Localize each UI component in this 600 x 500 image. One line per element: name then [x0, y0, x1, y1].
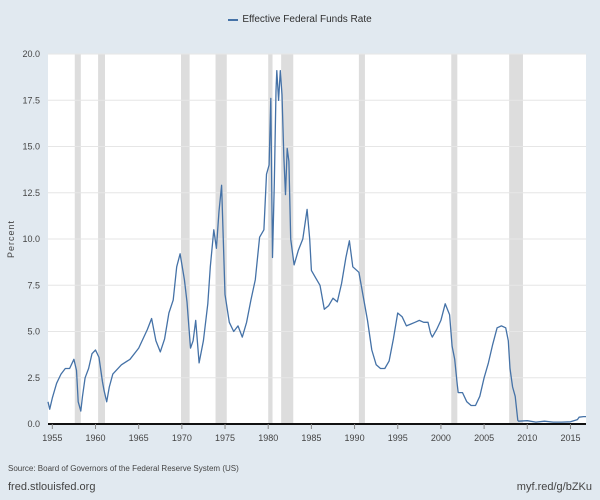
x-tick-label: 1965: [129, 433, 149, 443]
x-tick-label: 1990: [345, 433, 365, 443]
legend-swatch: [228, 18, 239, 21]
legend-label: Effective Federal Funds Rate: [242, 14, 372, 25]
short-link[interactable]: myf.red/g/bZKu: [516, 481, 592, 493]
x-tick-label: 1975: [215, 433, 235, 443]
y-tick-label: 20.0: [22, 49, 40, 59]
y-tick-label: 2.5: [27, 373, 40, 383]
x-tick-label: 1960: [85, 433, 105, 443]
x-tick-label: 1970: [172, 433, 192, 443]
y-tick-label: 7.5: [27, 280, 40, 290]
y-tick-label: 5.0: [27, 327, 40, 337]
chart-legend[interactable]: Effective Federal Funds Rate: [0, 14, 600, 25]
x-tick-label: 2005: [474, 433, 494, 443]
source-note: Source: Board of Governors of the Federa…: [8, 464, 239, 473]
site-link[interactable]: fred.stlouisfed.org: [8, 481, 96, 493]
y-tick-label: 17.5: [22, 95, 40, 105]
x-tick-label: 1985: [301, 433, 321, 443]
y-tick-label: 10.0: [22, 234, 40, 244]
y-tick-label: 12.5: [22, 188, 40, 198]
x-tick-label: 1980: [258, 433, 278, 443]
fed-funds-chart: 0.0 2.5 5.0 7.5 10.0 12.5 15.0 17.5 20.0 1955 1960…: [6, 49, 586, 443]
y-tick-label: 15.0: [22, 142, 40, 152]
x-tick-label: 2015: [560, 433, 580, 443]
y-tick-label: 0.0: [27, 419, 40, 429]
x-tick-label: 1955: [42, 433, 62, 443]
y-axis-label: Percent: [6, 220, 16, 258]
series-line-effective-federal-funds-rate: [47, 69, 586, 423]
x-tick-label: 1995: [388, 433, 408, 443]
x-tick-label: 2010: [517, 433, 537, 443]
x-tick-label: 2000: [431, 433, 451, 443]
